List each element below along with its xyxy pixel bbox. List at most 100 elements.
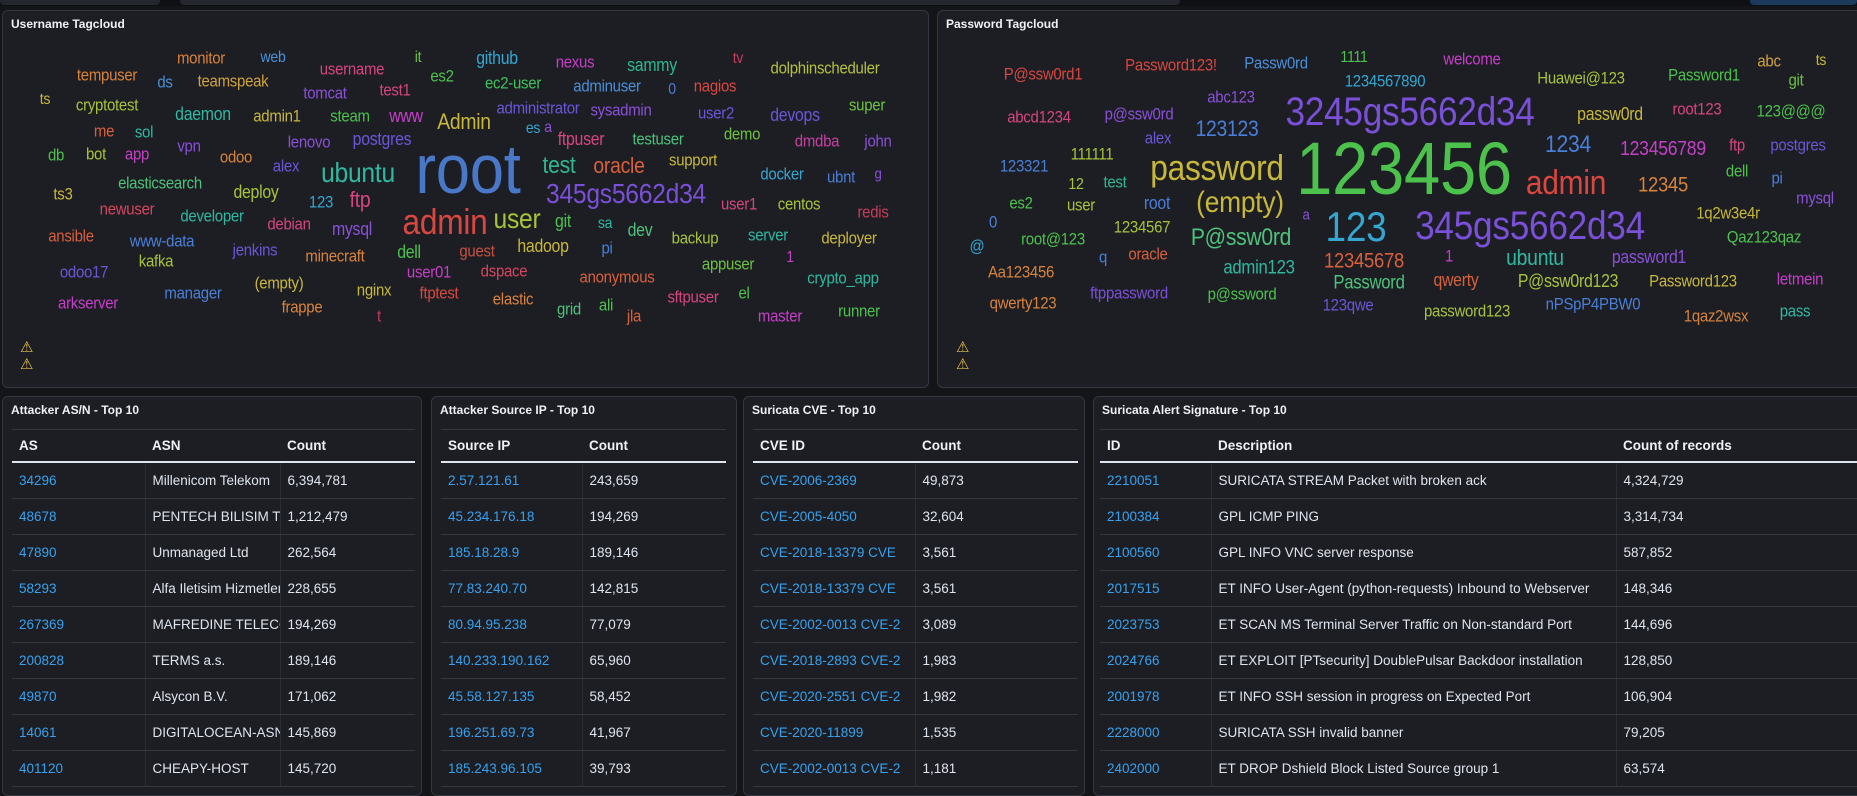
password-cloud-tag[interactable]: root@123: [1021, 229, 1085, 249]
password-cloud-tag[interactable]: pi: [1771, 168, 1783, 188]
row-link[interactable]: 2017515: [1100, 570, 1211, 607]
password-cloud-tag[interactable]: Password1: [1668, 65, 1740, 85]
password-cloud-tag[interactable]: passw0rd: [1577, 104, 1643, 124]
username-cloud-tag[interactable]: jenkins: [232, 240, 278, 260]
password-cloud-tag[interactable]: 12: [1068, 176, 1084, 193]
column-header[interactable]: Count: [582, 429, 726, 463]
username-cloud-tag[interactable]: teamspeak: [197, 71, 269, 91]
row-link[interactable]: 80.94.95.238: [441, 606, 582, 643]
username-cloud-tag[interactable]: www-data: [129, 231, 195, 251]
password-cloud-tag[interactable]: postgres: [1770, 135, 1826, 155]
username-cloud-tag[interactable]: minecraft: [305, 246, 365, 266]
password-cloud-tag[interactable]: P@ssw0rd123: [1518, 270, 1619, 291]
username-cloud-tag[interactable]: hadoop: [517, 236, 569, 256]
row-link[interactable]: 45.234.176.18: [441, 498, 582, 535]
username-cloud-tag[interactable]: ansible: [48, 226, 94, 246]
username-cloud-tag[interactable]: oracle: [593, 153, 645, 178]
row-link[interactable]: 77.83.240.70: [441, 570, 582, 607]
password-cloud-tag[interactable]: Huawei@123: [1537, 68, 1625, 88]
row-link[interactable]: 49870: [12, 678, 145, 715]
password-cloud-tag[interactable]: P@ssw0rd1: [1003, 64, 1083, 84]
password-cloud-tag[interactable]: 1234567: [1113, 217, 1171, 237]
username-cloud-tag[interactable]: daemon: [175, 104, 231, 124]
password-cloud-tag[interactable]: (empty): [1196, 186, 1284, 219]
username-cloud-tag[interactable]: es2: [430, 66, 454, 86]
password-cloud-tag[interactable]: 1111: [1340, 49, 1368, 66]
username-cloud-tag[interactable]: ftpuser: [557, 129, 605, 149]
username-cloud-tag[interactable]: g: [874, 165, 882, 183]
password-cloud-tag[interactable]: password: [1150, 147, 1284, 188]
username-cloud-tag[interactable]: test: [542, 151, 576, 179]
password-cloud-tag[interactable]: Passw0rd: [1244, 53, 1308, 73]
row-link[interactable]: 401120: [12, 750, 145, 787]
username-cloud-tag[interactable]: test1: [379, 80, 411, 100]
password-cloud-tag[interactable]: @: [969, 236, 985, 256]
username-cloud-tag[interactable]: grid: [557, 299, 581, 319]
password-cloud-tag[interactable]: 12345: [1637, 173, 1689, 197]
row-link[interactable]: 200828: [12, 642, 145, 679]
password-cloud-tag[interactable]: user: [1066, 195, 1096, 215]
warning-triangle-icon[interactable]: ⚠: [956, 356, 970, 373]
row-link[interactable]: 2024766: [1100, 642, 1211, 679]
username-cloud-tag[interactable]: manager: [164, 283, 222, 303]
username-cloud-tag[interactable]: odoo17: [59, 262, 109, 282]
password-cloud-tag[interactable]: git: [1788, 70, 1804, 90]
row-link[interactable]: 2100560: [1100, 534, 1211, 571]
username-cloud-tag[interactable]: admin1: [253, 106, 301, 126]
username-cloud-tag[interactable]: adminuser: [573, 76, 641, 96]
password-cloud-tag[interactable]: mysql: [1796, 188, 1834, 208]
username-cloud-tag[interactable]: mysql: [331, 219, 373, 239]
password-cloud-tag[interactable]: p@ssw0rd: [1104, 104, 1174, 124]
password-cloud-tag[interactable]: qwerty: [1433, 270, 1479, 290]
column-header[interactable]: Count: [915, 429, 1078, 463]
password-cloud-tag[interactable]: ftp: [1729, 135, 1745, 155]
row-link[interactable]: CVE-2006-2369: [753, 462, 915, 499]
username-cloud-tag[interactable]: tempuser: [76, 65, 138, 85]
username-cloud-tag[interactable]: runner: [838, 301, 880, 321]
username-cloud-tag[interactable]: ec2-user: [484, 73, 542, 93]
toolbar-control[interactable]: [0, 0, 160, 5]
column-header[interactable]: Count of records: [1616, 429, 1857, 463]
username-cloud-tag[interactable]: administrator: [496, 98, 580, 118]
row-link[interactable]: CVE-2002-0013 CVE-2: [753, 606, 915, 643]
password-cloud-tag[interactable]: abc123: [1207, 87, 1255, 107]
username-cloud-tag[interactable]: me: [93, 121, 115, 141]
username-cloud-tag[interactable]: github: [476, 48, 518, 68]
username-cloud-tag[interactable]: anonymous: [579, 267, 655, 287]
username-cloud-tag[interactable]: server: [748, 225, 788, 245]
username-cloud-tag[interactable]: sol: [134, 122, 154, 142]
password-cloud-tag[interactable]: letmein: [1776, 269, 1824, 289]
row-link[interactable]: 267369: [12, 606, 145, 643]
password-cloud-tag[interactable]: root: [1143, 193, 1171, 213]
username-cloud-tag[interactable]: deployer: [821, 228, 877, 248]
username-cloud-tag[interactable]: ts3: [53, 184, 73, 204]
username-cloud-tag[interactable]: user1: [720, 194, 758, 214]
password-cloud-tag[interactable]: 123qwe: [1322, 295, 1374, 315]
password-cloud-tag[interactable]: ubuntu: [1506, 245, 1564, 271]
row-link[interactable]: 196.251.69.73: [441, 714, 582, 751]
username-cloud-tag[interactable]: kafka: [138, 251, 174, 271]
username-cloud-tag[interactable]: user2: [697, 103, 735, 123]
password-cloud-tag[interactable]: 111111: [1070, 144, 1114, 164]
password-cloud-tag[interactable]: 1234567890: [1344, 71, 1426, 91]
password-cloud-tag[interactable]: alex: [1144, 128, 1172, 148]
username-cloud-tag[interactable]: cryptotest: [75, 95, 139, 115]
username-cloud-tag[interactable]: frappe: [281, 297, 323, 317]
password-cloud-tag[interactable]: Password123!: [1125, 55, 1217, 75]
query-bar[interactable]: [180, 0, 1180, 5]
password-cloud-tag[interactable]: 123@@@: [1756, 101, 1826, 121]
username-cloud-tag[interactable]: sammy: [627, 55, 677, 75]
username-cloud-tag[interactable]: odoo: [219, 147, 253, 167]
column-header[interactable]: AS: [12, 429, 145, 463]
username-cloud-tag[interactable]: 1: [786, 249, 794, 266]
username-cloud-tag[interactable]: nagios: [693, 76, 737, 96]
password-cloud-tag[interactable]: 0: [988, 212, 998, 232]
username-cloud-tag[interactable]: elastic: [492, 289, 534, 309]
row-link[interactable]: 2001978: [1100, 678, 1211, 715]
password-cloud-tag[interactable]: password1: [1611, 246, 1687, 267]
password-cloud-tag[interactable]: p@ssword: [1207, 284, 1277, 304]
column-header[interactable]: Count: [280, 429, 415, 463]
username-cloud-tag[interactable]: sysadmin: [590, 100, 652, 120]
password-cloud-tag[interactable]: 123123: [1195, 116, 1259, 141]
password-cloud-tag[interactable]: Password123: [1649, 271, 1737, 291]
